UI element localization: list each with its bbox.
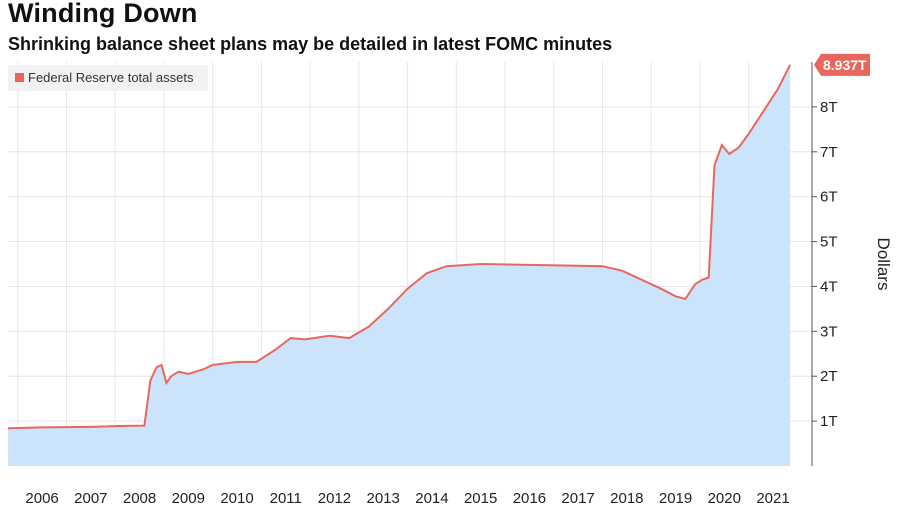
- y-tick-label: 7T: [820, 144, 838, 161]
- x-tick-label: 2011: [270, 490, 302, 507]
- y-tick-label: 5T: [820, 234, 838, 251]
- y-tick-label: 2T: [820, 368, 838, 385]
- y-tick-label: 8T: [820, 99, 838, 116]
- y-tick-label: 6T: [820, 189, 838, 206]
- series-line: [7, 64, 791, 430]
- x-tick-label: 2009: [172, 490, 205, 507]
- x-tick-label: 2008: [123, 490, 156, 507]
- y-tick-label: 1T: [820, 413, 838, 430]
- x-tick-label: 2019: [659, 490, 692, 507]
- chart-subtitle: Shrinking balance sheet plans may be det…: [8, 34, 613, 54]
- x-tick-label: 2010: [220, 490, 253, 507]
- x-tick-label: 2020: [708, 490, 741, 507]
- legend-swatch: [15, 73, 24, 82]
- last-value-tag: [814, 53, 870, 76]
- legend-box: [8, 65, 208, 91]
- x-axis-ticks: 2006 2007 2008 2009 2010 2011 2012 2013 2014 2015…: [25, 490, 789, 507]
- legend-entry: Federal Reserve total assets: [28, 70, 194, 85]
- x-tick-label: 2006: [25, 490, 58, 507]
- x-tick-label: 2015: [464, 490, 497, 507]
- x-tick-label: 2021: [756, 490, 789, 507]
- x-tick-label: 2012: [318, 490, 351, 507]
- x-tick-label: 2014: [415, 490, 448, 507]
- chart-title: Winding Down: [8, 0, 198, 28]
- y-axis-label: Dollars: [874, 238, 893, 291]
- y-tick-label: 3T: [820, 323, 838, 340]
- y-tick-label: 4T: [820, 278, 838, 295]
- x-tick-label: 2013: [367, 490, 400, 507]
- y-axis-ticks: 1T 2T 3T 4T 5T 6T 7T 8T: [812, 99, 838, 430]
- x-tick-label: 2007: [74, 490, 107, 507]
- x-tick-label: 2017: [561, 490, 594, 507]
- x-tick-label: 2016: [513, 490, 546, 507]
- series-area-fill: [8, 64, 791, 467]
- x-tick-label: 2018: [610, 490, 643, 507]
- last-value-label: 8.937T: [823, 57, 867, 73]
